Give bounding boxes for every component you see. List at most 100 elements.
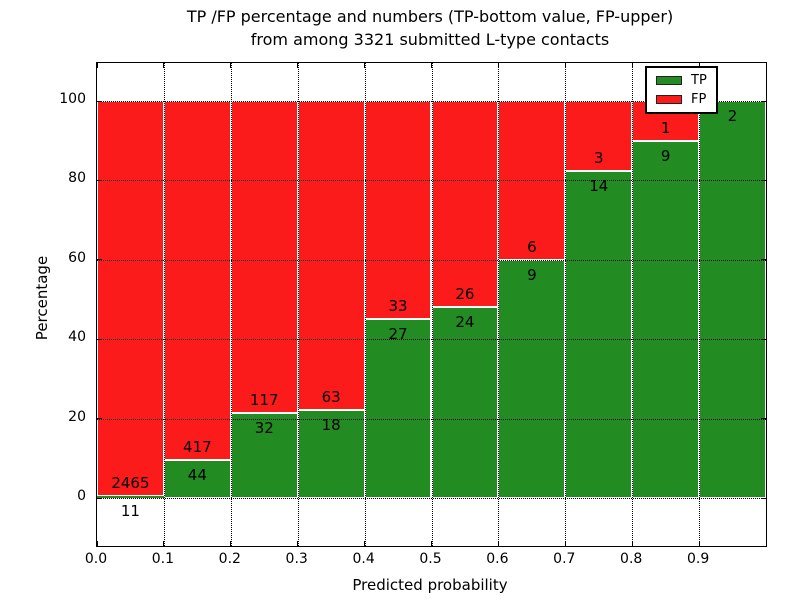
x-tick-mark — [230, 541, 232, 546]
x-tick-mark — [297, 63, 299, 68]
y-tick-mark — [761, 418, 766, 420]
y-tick-mark — [97, 100, 102, 102]
x-tick-label: 0.0 — [84, 551, 108, 567]
bar-value-label-tp: 11 — [120, 502, 140, 521]
bar-value-label-tp: 18 — [321, 415, 341, 434]
y-tick-mark — [761, 497, 766, 499]
bar-segment-fp — [297, 101, 365, 410]
bar-segment-fp — [97, 101, 164, 497]
x-tick-mark — [96, 541, 98, 546]
y-axis-label: Percentage — [33, 255, 51, 341]
y-tick-label: 100 — [59, 91, 86, 107]
x-tick-label: 0.9 — [686, 551, 710, 567]
bar-value-label-fp: 3 — [593, 149, 604, 168]
gridline-vertical — [230, 63, 232, 546]
legend-label-tp: TP — [691, 73, 707, 88]
x-tick-label: 0.7 — [553, 551, 576, 567]
x-tick-mark — [163, 541, 165, 546]
gridline-vertical — [163, 63, 165, 546]
bar-segment-fp — [431, 101, 499, 308]
x-tick-mark — [698, 541, 700, 546]
x-tick-mark — [698, 63, 700, 68]
legend-entry-tp: TP — [656, 74, 707, 87]
x-tick-mark — [163, 63, 165, 68]
legend-swatch-tp — [656, 76, 682, 85]
bar-value-label-fp: 117 — [249, 390, 279, 409]
bar-value-label-fp: 26 — [455, 285, 475, 304]
x-tick-label: 0.4 — [352, 551, 375, 567]
gridline-vertical — [699, 63, 701, 546]
bar-segment-tp — [498, 259, 566, 498]
bar-value-label-fp: 6 — [527, 237, 537, 256]
bar-segment-tp — [565, 171, 633, 498]
x-tick-mark — [564, 63, 566, 68]
gridline-vertical — [364, 63, 366, 546]
x-tick-mark — [631, 63, 633, 68]
bar-value-label-fp: 1 — [660, 118, 671, 137]
bar-segment-fp — [230, 101, 298, 413]
bar-segment-tp — [297, 409, 365, 498]
gridline-vertical — [632, 63, 634, 546]
x-tick-mark — [631, 541, 633, 546]
bar-value-label-tp: 2 — [727, 107, 738, 125]
legend-entry-fp: FP — [656, 93, 707, 106]
legend: TP FP — [645, 66, 718, 114]
bar-value-label-tp: 32 — [254, 418, 274, 437]
gridline-vertical — [565, 63, 567, 546]
bar-value-label-tp: 24 — [455, 313, 475, 332]
x-tick-mark — [364, 541, 366, 546]
x-tick-label: 0.3 — [285, 551, 308, 567]
y-tick-label: 60 — [68, 249, 86, 266]
chart-title-line2: from among 3321 submitted L-type contact… — [250, 30, 610, 49]
y-tick-label: 40 — [68, 329, 86, 346]
bar-segment-tp — [364, 319, 432, 498]
x-tick-mark — [297, 541, 299, 546]
plot-area: 2465 11 417 44 117 32 63 18 33 27 26 24 6 9 3 14 1 9 2 TP FP — [96, 62, 767, 547]
x-tick-label: 0.5 — [419, 551, 442, 567]
y-tick-mark — [97, 179, 102, 181]
bar-value-label-fp: 417 — [183, 438, 212, 457]
x-tick-mark — [431, 541, 432, 546]
y-tick-label: 0 — [77, 488, 86, 504]
x-tick-mark — [230, 63, 232, 68]
bar-value-label-fp: 33 — [388, 297, 408, 316]
bar-value-label-fp: 2465 — [111, 474, 150, 493]
x-tick-label: 0.1 — [151, 551, 175, 567]
bar-value-label-tp: 44 — [187, 466, 207, 485]
gridline-vertical — [297, 63, 299, 546]
y-tick-label: 20 — [68, 408, 86, 425]
y-tick-mark — [97, 259, 102, 261]
x-tick-label: 0.2 — [218, 551, 241, 567]
x-tick-mark — [497, 63, 499, 68]
x-tick-label: 0.8 — [620, 551, 643, 567]
bar-segment-fp — [163, 101, 231, 461]
x-tick-label: 0.6 — [486, 551, 509, 567]
legend-swatch-fp — [656, 95, 682, 104]
bar-value-label-fp: 63 — [321, 387, 341, 406]
y-tick-mark — [97, 497, 102, 499]
gridline-vertical — [431, 63, 433, 546]
bar-segment-tp — [230, 412, 298, 498]
bar-segment-tp — [699, 101, 766, 498]
bar-segment-tp — [431, 307, 499, 498]
x-tick-mark — [497, 541, 499, 546]
chart-title-line1: TP /FP percentage and numbers (TP-bottom… — [186, 7, 674, 26]
bar-value-label-tp: 9 — [660, 146, 671, 165]
y-tick-mark — [761, 338, 766, 340]
y-tick-mark — [97, 338, 102, 340]
x-tick-mark — [364, 63, 366, 68]
y-tick-mark — [761, 100, 766, 102]
y-tick-mark — [761, 259, 766, 261]
bar-value-label-tp: 27 — [388, 325, 408, 344]
bar-segment-tp — [97, 496, 164, 498]
bar-segment-tp — [632, 140, 700, 498]
legend-label-fp: FP — [691, 92, 707, 107]
x-tick-mark — [564, 541, 566, 546]
y-tick-label: 80 — [68, 170, 86, 187]
x-tick-mark — [431, 63, 432, 68]
x-axis-label: Predicted probability — [352, 576, 508, 594]
y-tick-mark — [97, 418, 102, 420]
bar-value-label-tp: 9 — [527, 265, 537, 284]
bar-value-label-tp: 14 — [589, 177, 609, 196]
y-tick-mark — [761, 179, 766, 181]
